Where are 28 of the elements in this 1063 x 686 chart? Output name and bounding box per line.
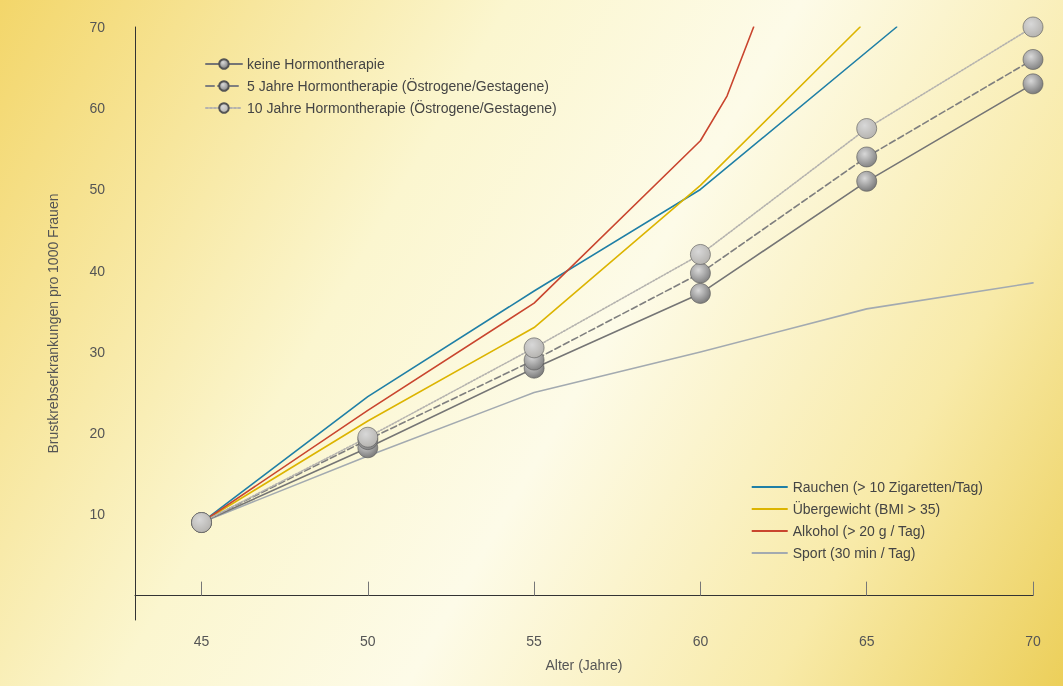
y-axis-title: Brustkrebserkrankungen pro 1000 Frauen — [45, 193, 61, 454]
point — [690, 283, 711, 304]
y-tick-label: 30 — [89, 343, 106, 360]
legend-label: 10 Jahre Hormontherapie (Östrogene/Gestagene) — [247, 99, 557, 116]
y-tick-label: 50 — [89, 181, 106, 198]
y-tick-label: 60 — [89, 100, 106, 117]
x-axis-title: Alter (Jahre) — [545, 657, 623, 673]
legend-label: 5 Jahre Hormontherapie (Östrogene/Gestagene) — [247, 77, 549, 94]
legend-label: Sport (30 min / Tag) — [792, 545, 916, 561]
y-tick-label: 20 — [89, 425, 106, 442]
x-tick-label: 50 — [360, 633, 376, 649]
x-tick-label: 65 — [858, 633, 875, 649]
x-tick-label: 45 — [193, 633, 210, 649]
legend-label: keine Hormontherapie — [247, 56, 385, 72]
y-tick-label: 70 — [89, 19, 106, 35]
legend-label: Rauchen (> 10 Zigaretten/Tag) — [792, 479, 983, 495]
point — [1022, 49, 1044, 70]
x-tick-label: 55 — [526, 633, 543, 649]
x-tick-label: 70 — [1025, 633, 1041, 649]
point — [856, 146, 877, 168]
point — [1022, 73, 1044, 95]
x-tick-label: 60 — [692, 633, 709, 649]
point — [690, 262, 711, 284]
legend-label: Übergewicht (BMI > 35) — [792, 500, 941, 517]
y-tick-label: 10 — [89, 506, 106, 523]
legend-label: Alkohol (> 20 g / Tag) — [792, 523, 926, 539]
y-tick-label: 40 — [89, 262, 106, 279]
point — [856, 171, 877, 192]
